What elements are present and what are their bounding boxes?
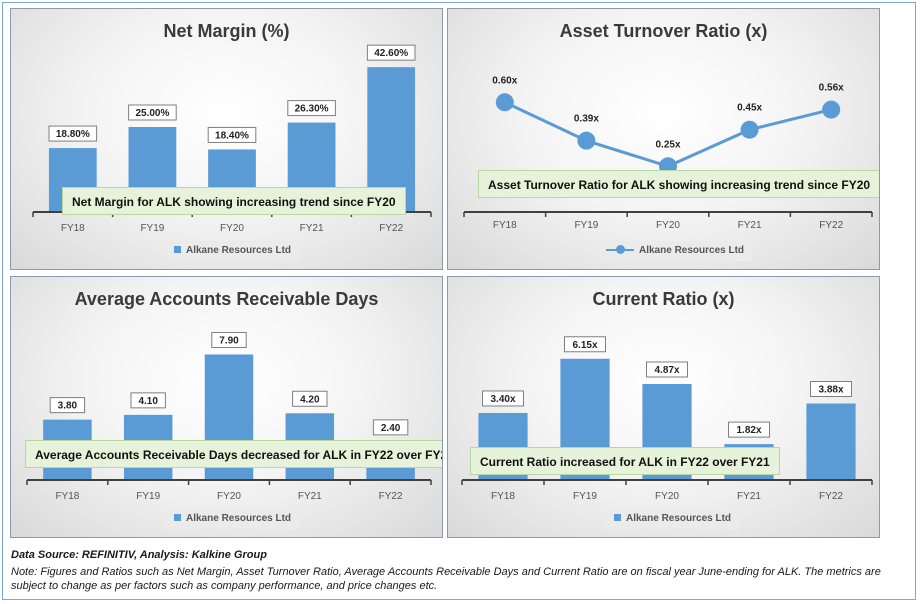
data-label-box — [366, 44, 416, 61]
current-ratio-plot: FY18 FY19 FY20 FY21 FY22 3.40x 6.15x 4.87x 1.82x… — [461, 336, 873, 502]
x-tick-label: FY19 — [574, 220, 598, 231]
net-margin-chart: FY18 FY19 FY20 FY21 FY22 18.80% 25.00% 18.40% 26… — [10, 8, 443, 270]
chart-title: Net Margin (%) — [163, 21, 290, 41]
x-tick-label: FY19 — [140, 223, 164, 234]
chart-legend: Alkane Resources Ltd — [166, 509, 300, 529]
net-margin-plot: FY18 FY19 FY20 FY21 FY22 18.80% 25.00% 18.40% 26… — [32, 44, 432, 234]
data-label: 3.40x — [490, 394, 515, 405]
chart-legend: Alkane Resources Ltd — [606, 509, 740, 529]
x-tick-label: FY19 — [573, 491, 597, 502]
data-label: 3.88x — [818, 385, 843, 396]
data-label: 2.40 — [381, 423, 401, 434]
x-tick-label: FY21 — [737, 491, 761, 502]
chart-legend: Alkane Resources Ltd — [166, 241, 300, 261]
data-point — [577, 131, 596, 150]
data-label-box — [482, 390, 524, 407]
chart-annotation: Average Accounts Receivable Days decreas… — [25, 440, 442, 468]
data-label: 0.56x — [819, 83, 844, 94]
data-label-box — [128, 104, 177, 121]
x-tick-label: FY19 — [136, 491, 160, 502]
data-label-box — [292, 390, 328, 407]
x-tick-label: FY21 — [298, 491, 322, 502]
chart-title: Average Accounts Receivable Days — [74, 289, 379, 309]
legend-swatch — [606, 245, 634, 254]
footnote: Note: Figures and Ratios such as Net Mar… — [11, 566, 881, 592]
data-label-box — [49, 397, 86, 414]
x-tick-label: FY22 — [379, 223, 403, 234]
x-tick-label: FY22 — [819, 220, 843, 231]
x-tick-label: FY22 — [819, 491, 843, 502]
data-label-box — [372, 419, 409, 436]
data-source: Data Source: REFINITIV, Analysis: Kalkin… — [11, 549, 267, 561]
data-label: 42.60% — [374, 48, 408, 59]
data-label: 6.15x — [572, 340, 597, 351]
x-tick-label: FY20 — [217, 491, 241, 502]
x-tick-label: FY18 — [61, 223, 85, 234]
data-label: 4.20 — [300, 394, 320, 405]
x-tick-label: FY21 — [300, 223, 324, 234]
data-label-box — [207, 126, 257, 143]
data-label-box — [564, 336, 606, 353]
data-label: 0.39x — [574, 114, 599, 125]
chart-title: Current Ratio (x) — [592, 289, 735, 309]
data-label: 3.80 — [58, 401, 78, 412]
bar — [806, 403, 856, 480]
chart-title: Asset Turnover Ratio (x) — [559, 21, 768, 41]
data-label: 1.82x — [736, 425, 761, 436]
data-point — [822, 100, 841, 119]
x-tick-label: FY22 — [379, 491, 403, 502]
footer: Data Source: REFINITIV, Analysis: Kalkin… — [11, 549, 911, 593]
legend-label: Alkane Resources Ltd — [639, 245, 745, 256]
legend-swatch — [174, 246, 181, 253]
chart-annotation: Asset Turnover Ratio for ALK showing inc… — [478, 170, 879, 198]
chart-annotation: Current Ratio increased for ALK in FY22 … — [470, 447, 780, 475]
series-line — [504, 100, 832, 168]
x-tick-label: FY20 — [655, 491, 679, 502]
legend-label: Alkane Resources Ltd — [626, 513, 732, 524]
data-label: 0.45x — [737, 103, 762, 114]
chart-annotation: Net Margin for ALK showing increasing tr… — [62, 187, 406, 215]
asset-turnover-plot: FY18 FY19 FY20 FY21 FY22 0.60x 0.39x 0.25x 0.45x… — [463, 75, 873, 231]
legend-label: Alkane Resources Ltd — [186, 513, 292, 524]
receivable-days-chart: FY18 FY19 FY20 FY21 FY22 3.80 4.10 7.90 4.20 2.40… — [10, 276, 443, 538]
legend-label: Alkane Resources Ltd — [186, 245, 292, 256]
data-label: 18.80% — [56, 129, 90, 140]
x-tick-label: FY21 — [738, 220, 762, 231]
current-ratio-chart: FY18 FY19 FY20 FY21 FY22 3.40x 6.15x 4.87x 1.82x… — [447, 276, 880, 538]
x-tick-label: FY18 — [491, 491, 515, 502]
data-point — [495, 93, 514, 112]
asset-turnover-chart: FY18 FY19 FY20 FY21 FY22 0.60x 0.39x 0.25x 0.45x… — [447, 8, 880, 270]
data-label: 0.60x — [492, 75, 517, 86]
data-label: 18.40% — [215, 130, 249, 141]
data-label-box — [211, 331, 247, 348]
data-label: 7.90 — [219, 335, 239, 346]
data-label-box — [130, 392, 166, 409]
data-label-box — [48, 125, 98, 142]
data-label: 26.30% — [295, 104, 329, 115]
x-tick-label: FY18 — [55, 491, 79, 502]
x-tick-label: FY20 — [220, 223, 244, 234]
data-label: 0.25x — [655, 139, 680, 150]
x-tick-label: FY18 — [493, 220, 517, 231]
data-label-box — [728, 421, 770, 438]
chart-legend: Alkane Resources Ltd — [598, 241, 753, 261]
data-label: 25.00% — [135, 108, 169, 119]
data-label-box — [646, 361, 688, 378]
data-label-box — [810, 381, 852, 398]
legend-swatch — [174, 514, 181, 521]
x-tick-label: FY20 — [656, 220, 680, 231]
data-label: 4.10 — [138, 396, 158, 407]
data-label-box — [287, 100, 336, 117]
receivable-days-plot: FY18 FY19 FY20 FY21 FY22 3.80 4.10 7.90 4.20 2.40 — [26, 331, 432, 502]
data-point — [740, 120, 759, 139]
legend-swatch — [614, 514, 621, 521]
data-label: 4.87x — [654, 365, 679, 376]
